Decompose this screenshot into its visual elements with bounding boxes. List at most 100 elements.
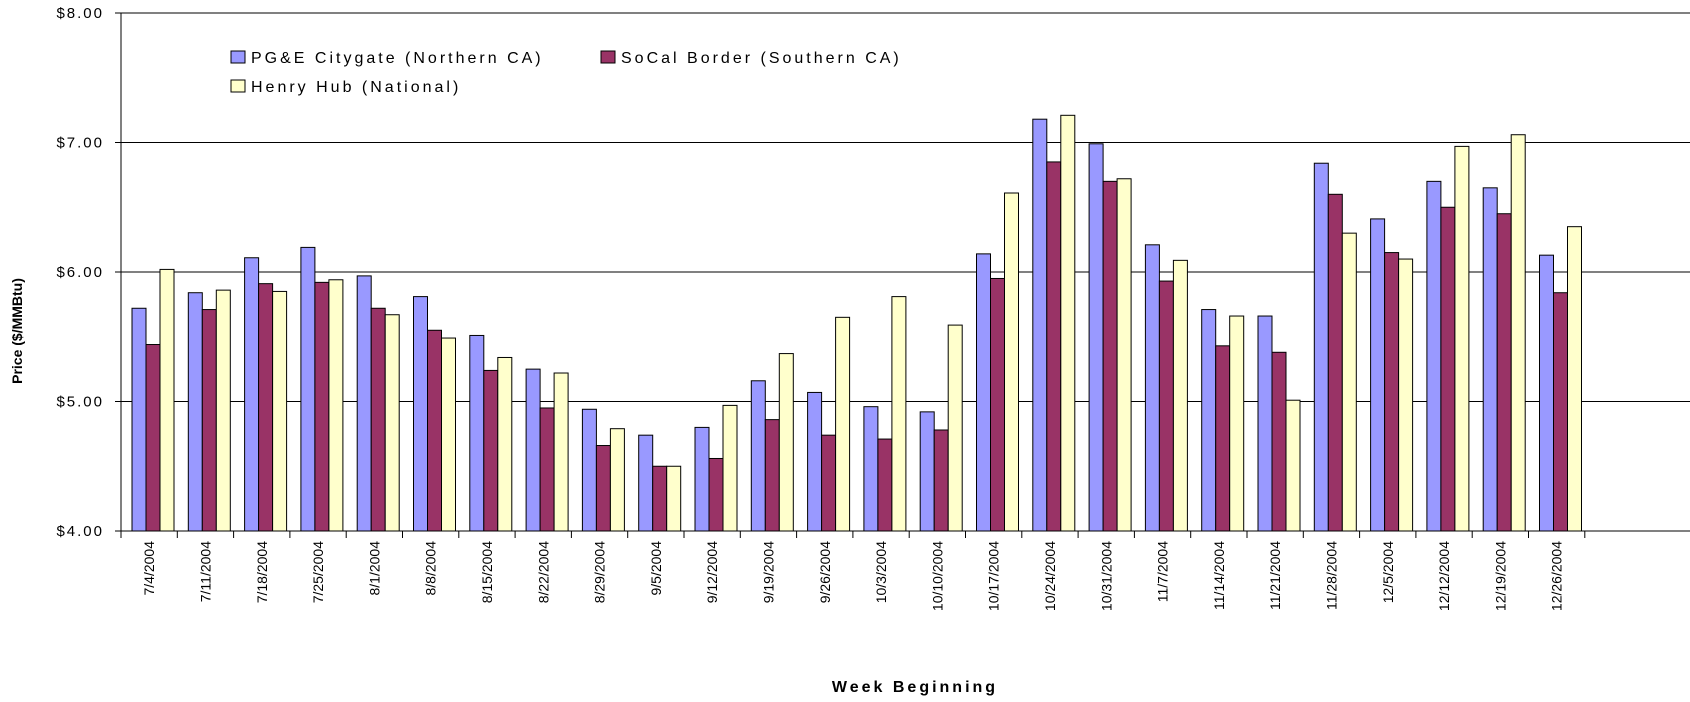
- bar: [722, 404, 738, 532]
- y-tick-label: $4.00: [56, 523, 104, 540]
- x-tick-label: 9/12/2004: [704, 541, 720, 603]
- x-tick-label: 11/14/2004: [1211, 541, 1227, 610]
- y-tick-label: $5.00: [56, 394, 104, 411]
- x-tick-label: 8/15/2004: [479, 541, 495, 603]
- bar: [919, 411, 935, 532]
- bar: [328, 279, 344, 532]
- bar: [609, 428, 625, 532]
- legend-swatch: [230, 79, 246, 93]
- bar: [1567, 226, 1582, 532]
- bar: [1370, 218, 1386, 532]
- y-tick-label: $8.00: [56, 5, 104, 22]
- bar: [258, 283, 274, 532]
- legend-item: SoCal Border (Southern CA): [600, 50, 899, 67]
- bar: [638, 434, 654, 532]
- bar: [384, 314, 400, 532]
- bar: [1496, 213, 1512, 532]
- bar: [145, 344, 161, 532]
- y-tick-labels: $4.00 $5.00 $6.00 $7.00 $8.00: [56, 5, 104, 540]
- bar: [525, 368, 541, 532]
- bar: [1327, 193, 1343, 532]
- bar: [1285, 399, 1301, 532]
- bar: [131, 307, 147, 532]
- bar: [807, 391, 823, 532]
- x-tick-label: 9/26/2004: [817, 541, 833, 603]
- bar: [1215, 345, 1231, 532]
- bar: [694, 426, 710, 532]
- x-tick-label: 8/1/2004: [366, 541, 382, 596]
- bar: [1440, 206, 1456, 532]
- bar: [1510, 134, 1526, 532]
- legend-swatch: [230, 50, 246, 64]
- bar: [370, 307, 386, 532]
- bar: [933, 429, 949, 532]
- bar: [187, 292, 203, 532]
- legend-label: Henry Hub (National): [251, 79, 461, 96]
- bar: [976, 253, 991, 532]
- bar: [891, 296, 907, 532]
- bar: [314, 281, 330, 532]
- x-tick-label: 7/25/2004: [310, 541, 326, 603]
- bar: [821, 434, 837, 532]
- x-tick-label: 8/29/2004: [592, 541, 608, 603]
- bar: [244, 257, 260, 532]
- bar: [1004, 192, 1019, 532]
- bar: [469, 334, 485, 532]
- legend: PG&E Citygate (Northern CA) SoCal Border …: [230, 50, 899, 96]
- x-tick-labels: 7/4/2004 7/11/2004 7/18/2004 7/25/2004 8/1/2…: [141, 541, 1565, 611]
- x-tick-label: 7/11/2004: [197, 541, 213, 602]
- bar: [356, 275, 372, 532]
- bar: [1271, 351, 1287, 532]
- x-tick-label: 12/26/2004: [1549, 541, 1565, 611]
- bar: [272, 290, 288, 532]
- bar: [1172, 259, 1188, 532]
- bar: [764, 419, 780, 532]
- x-axis-title: Week Beginning: [832, 679, 998, 696]
- bar: [778, 353, 794, 532]
- x-tick-label: 9/5/2004: [648, 541, 664, 596]
- bar: [1060, 114, 1076, 532]
- legend-swatch: [600, 50, 616, 64]
- x-tick-label: 12/12/2004: [1436, 541, 1452, 611]
- legend-item: PG&E Citygate (Northern CA): [230, 50, 541, 67]
- bar: [1398, 258, 1414, 532]
- bar: [708, 457, 724, 532]
- x-tick-label: 10/17/2004: [986, 541, 1002, 611]
- bar: [947, 324, 963, 532]
- bar: [497, 356, 513, 532]
- x-tick-label: 10/3/2004: [873, 541, 889, 603]
- bar: [300, 246, 316, 532]
- bar: [159, 268, 175, 532]
- y-tick-label: $7.00: [56, 135, 104, 152]
- bar: [1088, 143, 1104, 532]
- bar: [581, 408, 597, 532]
- bar: [1482, 187, 1498, 532]
- bar: [666, 465, 682, 532]
- bar: [427, 329, 442, 532]
- bar: [441, 337, 456, 532]
- x-tick-label: 12/19/2004: [1492, 541, 1508, 611]
- bar: [1553, 292, 1568, 532]
- bar: [1384, 252, 1400, 532]
- bar: [1257, 315, 1273, 532]
- bar: [863, 406, 879, 532]
- x-tick-label: 9/19/2004: [760, 541, 776, 603]
- legend-item: Henry Hub (National): [230, 79, 461, 96]
- bar: [1116, 178, 1132, 532]
- bars: [131, 114, 1582, 532]
- x-tick-label: 10/31/2004: [1098, 541, 1114, 611]
- bar: [201, 309, 217, 532]
- bar: [990, 277, 1005, 532]
- bar: [835, 316, 851, 532]
- bar: [595, 445, 611, 532]
- bar: [1313, 162, 1329, 532]
- bar: [750, 380, 766, 532]
- y-tick-label: $6.00: [56, 264, 104, 281]
- bar: [1201, 309, 1217, 532]
- bar: [413, 296, 428, 532]
- x-tick-label: 11/7/2004: [1155, 541, 1171, 602]
- x-tick-label: 10/10/2004: [929, 541, 945, 611]
- bar: [483, 369, 499, 532]
- y-axis-title: Price ($/MMBtu): [9, 278, 25, 384]
